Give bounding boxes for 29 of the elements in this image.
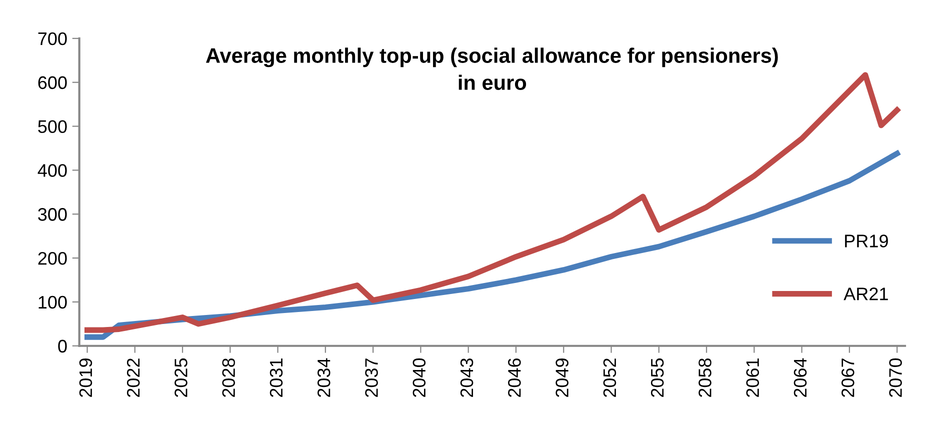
x-tick-label: 2049 [556,358,568,397]
x-tick-label: 2040 [412,358,426,397]
x-tick-label: 2067 [841,358,854,397]
x-tick-label: 2046 [508,358,521,397]
x-tick-label: 2022 [126,358,140,397]
x-tick-label: 2061 [746,358,760,397]
y-tick-label: 100 [38,296,67,309]
x-tick-label: 2055 [650,358,664,397]
y-tick-label: 300 [38,208,67,221]
x-tick-label: 2037 [365,358,378,397]
x-tick-label: 2025 [174,358,188,397]
x-tick-label: 2070 [889,358,902,397]
y-tick-label: 500 [38,120,67,133]
x-tick-label: 2019 [79,358,92,397]
x-tick-label: 2034 [317,358,330,397]
y-tick-label: 700 [38,32,67,46]
y-tick-label: 200 [38,252,67,265]
x-tick-label: 2043 [460,358,474,397]
legend-label: PR19 [845,234,888,248]
y-tick-label: 400 [38,164,67,177]
x-tick-label: 2052 [603,358,616,397]
x-tick-label: 2058 [698,358,712,397]
legend-label: AR21 [844,288,888,300]
x-tick-label: 2031 [270,358,283,397]
y-tick-label: 600 [38,76,67,90]
y-tick-label: 0 [58,340,67,353]
text: Average monthly top-up (social allowance for pensioners) in euro [206,48,778,90]
x-tick-label: 2028 [222,358,235,397]
x-tick-label: 2064 [794,358,807,397]
